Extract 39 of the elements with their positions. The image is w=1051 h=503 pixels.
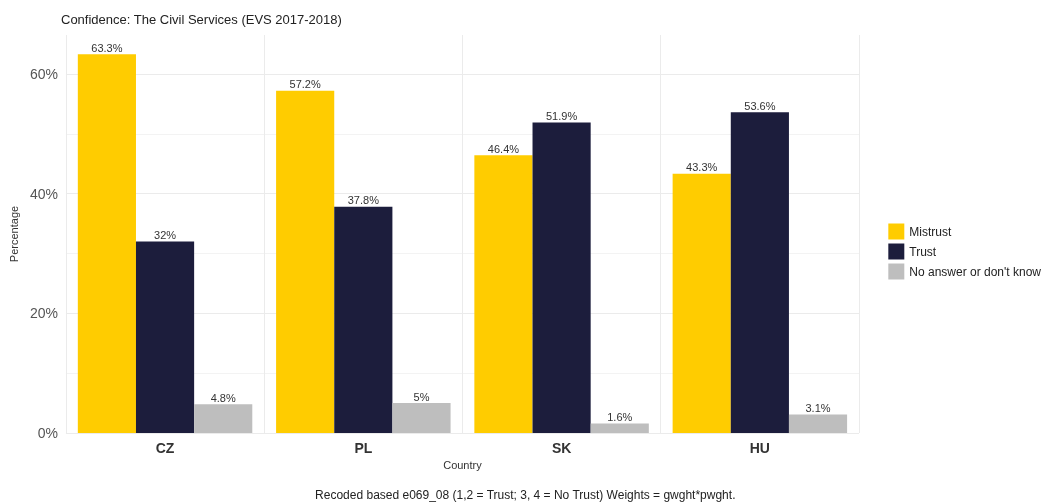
x-axis-title: Country	[443, 459, 483, 472]
bar	[334, 206, 393, 433]
bar	[532, 122, 591, 433]
y-tick-label: 20%	[29, 305, 58, 322]
legend-label: Trust	[909, 244, 937, 259]
x-tick-label: PL	[354, 440, 373, 456]
legend-label: Mistrust	[909, 224, 952, 239]
y-tick-label: 0%	[37, 425, 58, 441]
bar	[730, 112, 789, 433]
bar	[194, 404, 253, 433]
bar	[788, 414, 848, 433]
chart-title: Confidence: The Civil Services (EVS 2017-2018)	[61, 12, 342, 27]
bar	[135, 241, 195, 433]
y-tick-label: 40%	[29, 185, 58, 202]
data-label: 46.4%	[487, 142, 520, 155]
data-label: 63.3%	[91, 41, 123, 54]
bar	[392, 403, 451, 433]
data-label: 4.8%	[210, 391, 236, 404]
data-label: 32%	[154, 228, 177, 241]
bar	[590, 423, 649, 433]
legend-label: No answer or don't know	[909, 264, 1042, 279]
bar	[672, 173, 731, 433]
text: Recoded based e069_08 (1,2 = Trust; 3, 4 = No Trust) Weights = gwght*pwght.	[315, 488, 736, 502]
bar	[474, 155, 533, 433]
y-axis-title: Percentage	[7, 205, 20, 263]
x-tick-label: HU	[749, 440, 770, 456]
data-label: 43.3%	[686, 161, 718, 174]
data-label: 37.8%	[347, 194, 380, 207]
bar	[77, 54, 136, 433]
x-tick-label: SK	[551, 440, 572, 456]
bar	[276, 90, 335, 433]
x-tick-label: CZ	[155, 440, 175, 456]
data-label: 53.6%	[744, 99, 776, 112]
y-tick-label: 60%	[29, 65, 58, 82]
data-label: 51.9%	[545, 109, 578, 122]
data-label: 3.1%	[805, 401, 831, 414]
data-label: 57.2%	[289, 78, 321, 91]
data-label: 1.6%	[607, 410, 633, 423]
data-label: 5%	[413, 390, 430, 403]
